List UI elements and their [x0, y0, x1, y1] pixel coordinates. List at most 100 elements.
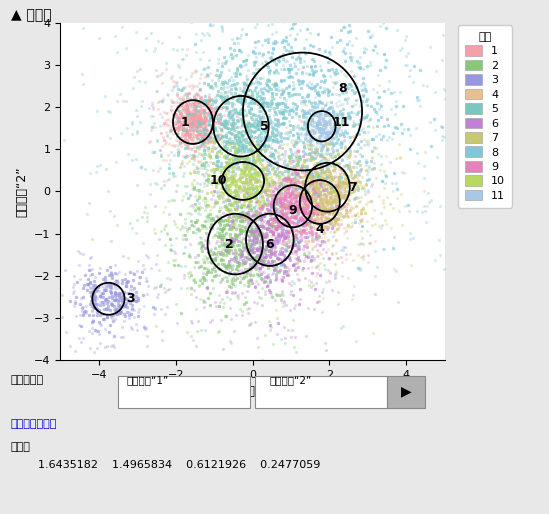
Point — [180, 91, 189, 99]
Point — [354, 59, 362, 67]
Point — [364, 139, 373, 148]
Point — [282, 33, 290, 41]
Point — [418, 81, 427, 89]
Point — [292, 206, 301, 214]
Point — [324, 116, 333, 124]
Point — [198, 241, 207, 249]
Point — [416, 102, 424, 110]
Point — [245, 93, 254, 101]
Point — [255, 97, 264, 105]
Point — [196, 120, 205, 128]
Point — [321, 177, 329, 186]
Point — [358, 115, 367, 123]
Point — [202, 109, 211, 117]
Point — [266, 133, 274, 141]
Point — [198, 118, 207, 126]
Point — [285, 121, 294, 129]
Point — [278, 144, 287, 152]
Point — [168, 118, 177, 126]
Point — [220, 299, 228, 307]
Point — [325, 139, 334, 148]
Point — [318, 184, 327, 192]
Point — [354, 212, 362, 220]
Point — [222, 131, 231, 139]
Point — [177, 55, 186, 63]
Point — [238, 173, 247, 181]
Point — [267, 219, 276, 228]
Point — [241, 212, 250, 221]
Point — [92, 301, 101, 309]
Point — [320, 84, 329, 92]
Point — [232, 69, 240, 77]
Point — [88, 316, 97, 324]
Point — [236, 194, 244, 203]
Point — [250, 23, 259, 31]
Point — [313, 100, 322, 108]
Point — [369, 135, 378, 143]
Point — [150, 229, 159, 237]
Point — [237, 138, 246, 146]
Point — [277, 178, 285, 187]
Point — [322, 173, 331, 181]
Point — [300, 177, 309, 186]
Point — [323, 236, 332, 245]
Point — [220, 196, 229, 205]
Point — [195, 111, 204, 119]
Point — [225, 156, 233, 164]
Point — [229, 143, 238, 151]
Point — [294, 214, 302, 222]
Point — [245, 255, 254, 263]
Point — [218, 25, 227, 33]
Point — [197, 117, 205, 125]
Point — [226, 206, 235, 214]
Point — [312, 89, 321, 97]
Point — [119, 303, 128, 311]
Point — [223, 180, 232, 189]
Point — [298, 189, 306, 197]
Point — [332, 78, 340, 86]
Point — [312, 178, 321, 187]
Point — [92, 303, 100, 311]
Point — [242, 88, 250, 96]
Point — [46, 144, 55, 152]
Point — [223, 246, 232, 254]
Point — [229, 133, 238, 141]
Point — [281, 339, 289, 347]
Point — [228, 200, 237, 209]
Point — [279, 153, 288, 161]
Point — [321, 265, 329, 273]
Point — [277, 230, 286, 238]
Point — [244, 232, 253, 240]
Point — [273, 115, 282, 123]
Point — [270, 264, 279, 272]
Point — [303, 185, 312, 193]
Point — [280, 202, 289, 210]
Point — [278, 110, 287, 118]
Point — [281, 174, 289, 182]
Point — [344, 112, 353, 120]
Point — [318, 109, 327, 118]
Point — [389, 204, 397, 212]
Point — [311, 193, 320, 201]
Point — [265, 247, 273, 255]
Point — [198, 135, 206, 143]
Point — [85, 199, 94, 207]
Point — [212, 132, 221, 140]
Point — [198, 196, 207, 204]
Point — [247, 171, 255, 179]
Point — [233, 258, 242, 266]
Point — [249, 46, 257, 54]
Point — [192, 82, 201, 90]
Text: 3: 3 — [126, 292, 135, 305]
Point — [246, 144, 255, 152]
Point — [330, 168, 339, 176]
Point — [225, 206, 233, 214]
Point — [307, 80, 316, 88]
Point — [167, 102, 176, 110]
Point — [182, 130, 191, 138]
Point — [211, 137, 220, 145]
Point — [200, 298, 209, 306]
Point — [267, 138, 276, 146]
Point — [324, 103, 333, 112]
Point — [108, 341, 117, 349]
